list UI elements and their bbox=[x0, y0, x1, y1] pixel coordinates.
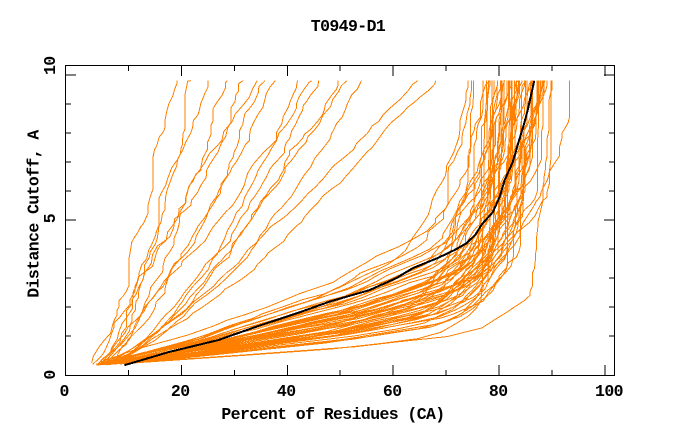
svg-text:100: 100 bbox=[595, 382, 623, 401]
svg-text:5: 5 bbox=[41, 213, 60, 223]
svg-text:T0949-D1: T0949-D1 bbox=[311, 17, 386, 36]
svg-text:60: 60 bbox=[383, 382, 402, 401]
svg-text:80: 80 bbox=[489, 382, 508, 401]
svg-text:Percent of Residues (CA): Percent of Residues (CA) bbox=[221, 405, 444, 424]
svg-text:10: 10 bbox=[41, 56, 60, 75]
svg-text:0: 0 bbox=[60, 382, 69, 401]
svg-text:0: 0 bbox=[41, 370, 60, 379]
svg-text:20: 20 bbox=[171, 382, 190, 401]
svg-text:40: 40 bbox=[277, 382, 296, 401]
svg-text:Distance Cutoff, A: Distance Cutoff, A bbox=[25, 130, 44, 298]
